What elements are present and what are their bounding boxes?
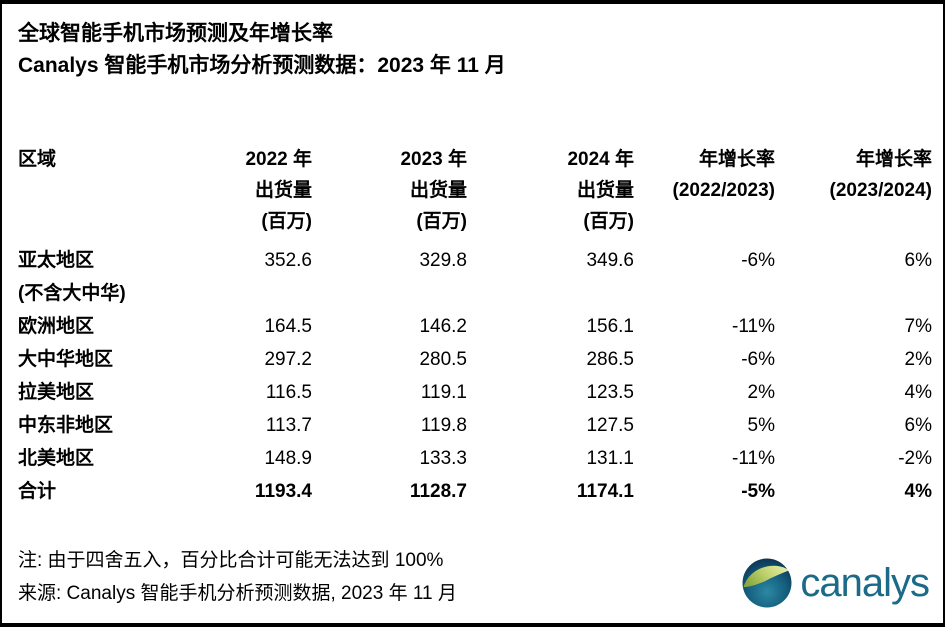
footnotes: 注: 由于四舍五入，百分比合计可能无法达到 100% 来源: Canalys 智…	[18, 544, 930, 610]
growth-2022-2023: -11%	[732, 448, 775, 469]
shipments-2022: 352.6	[264, 250, 312, 271]
shipments-2022: 297.2	[264, 349, 312, 370]
title-block: 全球智能手机市场预测及年增长率 Canalys 智能手机市场分析预测数据：202…	[18, 18, 930, 82]
shipments-2022: 116.5	[265, 382, 312, 403]
shipments-2024: 156.1	[586, 316, 634, 337]
column-header-growth-2023-2024: 年增长率 (2023/2024)	[829, 149, 932, 201]
shipments-2023: 133.3	[419, 448, 467, 469]
region-label: 中东非地区	[18, 415, 114, 436]
column-header-growth-2022-2023: 年增长率 (2022/2023)	[672, 149, 775, 201]
region-label-note: (不含大中华)	[18, 283, 126, 304]
growth-2023-2024: -2%	[898, 448, 932, 469]
total-shipments-2022: 1193.4	[254, 481, 312, 502]
column-header-2023-shipments: 2023 年 出货量 (百万)	[400, 149, 467, 232]
shipments-2024: 123.5	[586, 382, 634, 403]
shipments-2024: 349.6	[586, 250, 634, 271]
total-growth-2022-2023: -5%	[741, 481, 775, 502]
region-label: 北美地区	[18, 448, 95, 469]
shipments-2023: 280.5	[419, 349, 467, 370]
growth-2023-2024: 4%	[904, 382, 932, 403]
rounding-note: 注: 由于四舍五入，百分比合计可能无法达到 100%	[18, 550, 444, 571]
region-label: 亚太地区 (不含大中华)	[18, 244, 210, 310]
growth-2023-2024: 7%	[904, 316, 932, 337]
growth-2022-2023: -11%	[732, 316, 775, 337]
region-label: 拉美地区	[18, 382, 95, 403]
shipments-2024: 131.1	[586, 448, 634, 469]
shipments-2023: 119.8	[420, 415, 467, 436]
region-label: 大中华地区	[18, 349, 114, 370]
growth-2022-2023: 5%	[747, 415, 775, 436]
region-label: 欧洲地区	[18, 316, 95, 337]
column-header-2022-shipments: 2022 年 出货量 (百万)	[245, 149, 312, 232]
growth-2022-2023: -6%	[741, 250, 775, 271]
total-shipments-2024: 1174.1	[576, 481, 634, 502]
shipments-2024: 127.5	[586, 415, 634, 436]
shipments-2022: 164.5	[264, 316, 312, 337]
shipments-2024: 286.5	[586, 349, 634, 370]
total-growth-2023-2024: 4%	[904, 481, 932, 502]
total-shipments-2023: 1128.7	[409, 481, 467, 502]
page-subtitle: Canalys 智能手机市场分析预测数据：2023 年 11 月	[18, 54, 506, 77]
growth-2023-2024: 2%	[904, 349, 932, 370]
growth-2023-2024: 6%	[904, 250, 932, 271]
shipments-2023: 329.8	[419, 250, 467, 271]
shipments-2022: 148.9	[264, 448, 312, 469]
growth-2023-2024: 6%	[904, 415, 932, 436]
canalys-wordmark: canalys	[800, 561, 930, 605]
forecast-table-header: 区域 2022 年 出货量 (百万) 2023 年 出货量 (百万) 2024 …	[18, 144, 932, 237]
shipments-2023: 146.2	[419, 316, 467, 337]
growth-2022-2023: -6%	[741, 349, 775, 370]
forecast-table-body: 亚太地区 (不含大中华) 352.6 329.8 349.6 -6% 6% 欧洲…	[18, 244, 932, 508]
source-note: 来源: Canalys 智能手机分析预测数据, 2023 年 11 月	[18, 583, 457, 604]
shipments-2022: 113.7	[265, 415, 312, 436]
page-title: 全球智能手机市场预测及年增长率	[18, 22, 333, 45]
shipments-2023: 119.1	[420, 382, 467, 403]
canalys-logo: canalys	[742, 555, 930, 611]
total-label: 合计	[18, 481, 57, 502]
column-header-2024-shipments: 2024 年 出货量 (百万)	[567, 149, 634, 232]
growth-2022-2023: 2%	[747, 382, 775, 403]
column-header-region: 区域	[18, 149, 57, 170]
canalys-globe-icon	[742, 558, 792, 608]
